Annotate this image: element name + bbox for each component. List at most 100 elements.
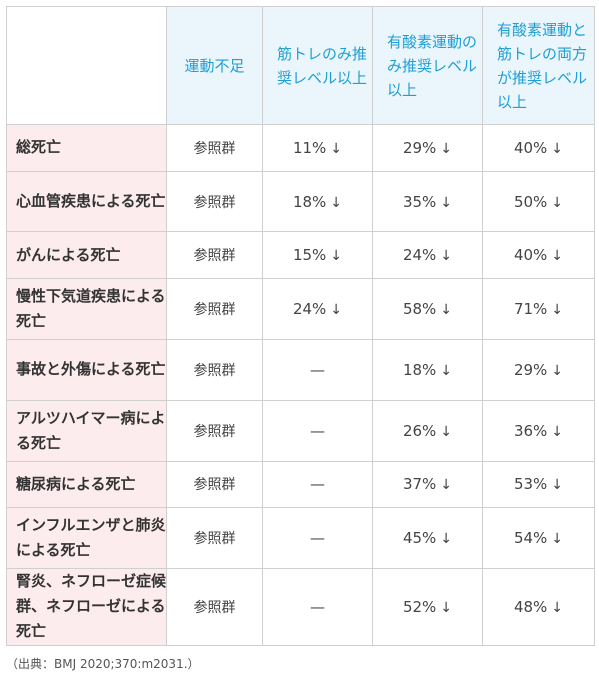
reduction-value: — [310, 597, 325, 616]
reduction-value: 11% [292, 138, 327, 157]
table-row: アルツハイマー病による死亡 参照群 —26% ↓ 36% ↓ [6, 399, 595, 462]
row-label: 事故と外傷による死亡 [6, 338, 167, 401]
value-cell-aerobic: 24% ↓ [372, 231, 483, 280]
reduction-value: 15% [292, 246, 327, 265]
down-arrow-icon: ↓ [551, 531, 564, 548]
down-arrow-icon: ↓ [440, 599, 453, 616]
reduction-value: 53% [513, 475, 548, 494]
value-cell-aerobic: 52% ↓ [372, 567, 483, 647]
header-row: 運動不足 筋トレのみ推奨レベル以上 有酸素運動のみ推奨レベル以上 有酸素運動と筋… [6, 6, 595, 125]
reduction-value: 71% [513, 299, 548, 318]
value-cell-both: 71% ↓ [482, 278, 595, 340]
value-cell-aerobic: 29% ↓ [372, 124, 483, 172]
down-arrow-icon: ↓ [330, 301, 343, 318]
table-row: 総死亡 参照群 11% ↓ 29% ↓ 40% ↓ [6, 124, 595, 172]
reduction-value: 52% [402, 597, 437, 616]
reference-cell: 参照群 [166, 399, 263, 462]
value-cell-strength: 15% ↓ [262, 231, 373, 280]
header-aerobic-only: 有酸素運動のみ推奨レベル以上 [372, 6, 483, 125]
value-cell-aerobic: 35% ↓ [372, 170, 483, 233]
row-label: アルツハイマー病による死亡 [6, 399, 167, 462]
source-note: （出典：BMJ 2020;370:m2031.） [6, 657, 200, 671]
table-row: インフルエンザと肺炎による死亡 参照群 —45% ↓ 54% ↓ [6, 507, 595, 569]
table-row: 事故と外傷による死亡 参照群 —18% ↓ 29% ↓ [6, 338, 595, 401]
reduction-value: — [310, 360, 325, 379]
row-label: 心血管疾患による死亡 [6, 170, 167, 233]
value-cell-strength: — [262, 399, 373, 462]
reduction-value: 48% [513, 597, 548, 616]
down-arrow-icon: ↓ [330, 140, 343, 157]
row-label: がんによる死亡 [6, 231, 167, 280]
down-arrow-icon: ↓ [551, 599, 564, 616]
reduction-value: 36% [513, 421, 548, 440]
down-arrow-icon: ↓ [551, 301, 564, 318]
value-cell-both: 50% ↓ [482, 170, 595, 233]
value-cell-strength: — [262, 567, 373, 647]
reduction-value: 18% [402, 360, 437, 379]
value-cell-both: 53% ↓ [482, 460, 595, 509]
down-arrow-icon: ↓ [440, 194, 453, 211]
down-arrow-icon: ↓ [440, 301, 453, 318]
reduction-value: 29% [402, 138, 437, 157]
header-strength-only: 筋トレのみ推奨レベル以上 [262, 6, 373, 125]
value-cell-both: 40% ↓ [482, 231, 595, 280]
table-row: 慢性下気道疾患による死亡 参照群 24% ↓ 58% ↓ 71% ↓ [6, 278, 595, 340]
down-arrow-icon: ↓ [440, 140, 453, 157]
value-cell-both: 54% ↓ [482, 507, 595, 569]
reduction-value: 35% [402, 192, 437, 211]
table-row: がんによる死亡 参照群 15% ↓ 24% ↓ 40% ↓ [6, 231, 595, 280]
reference-cell: 参照群 [166, 338, 263, 401]
value-cell-strength: 18% ↓ [262, 170, 373, 233]
reduction-value: 40% [513, 246, 548, 265]
value-cell-aerobic: 45% ↓ [372, 507, 483, 569]
table-row: 糖尿病による死亡 参照群 —37% ↓ 53% ↓ [6, 460, 595, 509]
reference-cell: 参照群 [166, 460, 263, 509]
value-cell-both: 29% ↓ [482, 338, 595, 401]
header-sedentary: 運動不足 [166, 6, 263, 125]
reduction-value: 24% [402, 246, 437, 265]
value-cell-strength: 24% ↓ [262, 278, 373, 340]
reduction-value: — [310, 475, 325, 494]
down-arrow-icon: ↓ [440, 423, 453, 440]
value-cell-both: 40% ↓ [482, 124, 595, 172]
down-arrow-icon: ↓ [440, 477, 453, 494]
header-both: 有酸素運動と筋トレの両方が推奨レベル以上 [482, 6, 595, 125]
reference-cell: 参照群 [166, 278, 263, 340]
down-arrow-icon: ↓ [440, 531, 453, 548]
value-cell-aerobic: 37% ↓ [372, 460, 483, 509]
value-cell-strength: — [262, 460, 373, 509]
down-arrow-icon: ↓ [551, 248, 564, 265]
table-body: 総死亡 参照群 11% ↓ 29% ↓ 40% ↓ 心血管疾患による死亡 参照群 18% ↓ 35% ↓ 5… [6, 124, 595, 647]
reduction-value: 40% [513, 138, 548, 157]
reduction-value: 54% [513, 529, 548, 548]
down-arrow-icon: ↓ [551, 194, 564, 211]
reference-cell: 参照群 [166, 170, 263, 233]
table-row: 腎炎、ネフローゼ症候群、ネフローゼによる死亡 参照群 —52% ↓ 48% ↓ [6, 567, 595, 647]
down-arrow-icon: ↓ [440, 248, 453, 265]
down-arrow-icon: ↓ [440, 362, 453, 379]
mortality-table: 運動不足 筋トレのみ推奨レベル以上 有酸素運動のみ推奨レベル以上 有酸素運動と筋… [6, 6, 595, 647]
down-arrow-icon: ↓ [330, 194, 343, 211]
row-label: 総死亡 [6, 124, 167, 172]
down-arrow-icon: ↓ [330, 248, 343, 265]
value-cell-both: 48% ↓ [482, 567, 595, 647]
down-arrow-icon: ↓ [551, 362, 564, 379]
value-cell-strength: — [262, 507, 373, 569]
down-arrow-icon: ↓ [551, 140, 564, 157]
reduction-value: — [310, 421, 325, 440]
value-cell-aerobic: 26% ↓ [372, 399, 483, 462]
reference-cell: 参照群 [166, 567, 263, 647]
reduction-value: 37% [402, 475, 437, 494]
reduction-value: 18% [292, 192, 327, 211]
down-arrow-icon: ↓ [551, 477, 564, 494]
header-corner [6, 6, 167, 125]
value-cell-aerobic: 18% ↓ [372, 338, 483, 401]
table-row: 心血管疾患による死亡 参照群 18% ↓ 35% ↓ 50% ↓ [6, 170, 595, 233]
row-label: 糖尿病による死亡 [6, 460, 167, 509]
reduction-value: 26% [402, 421, 437, 440]
row-label: インフルエンザと肺炎による死亡 [6, 507, 167, 569]
value-cell-both: 36% ↓ [482, 399, 595, 462]
value-cell-aerobic: 58% ↓ [372, 278, 483, 340]
reference-cell: 参照群 [166, 124, 263, 172]
value-cell-strength: — [262, 338, 373, 401]
